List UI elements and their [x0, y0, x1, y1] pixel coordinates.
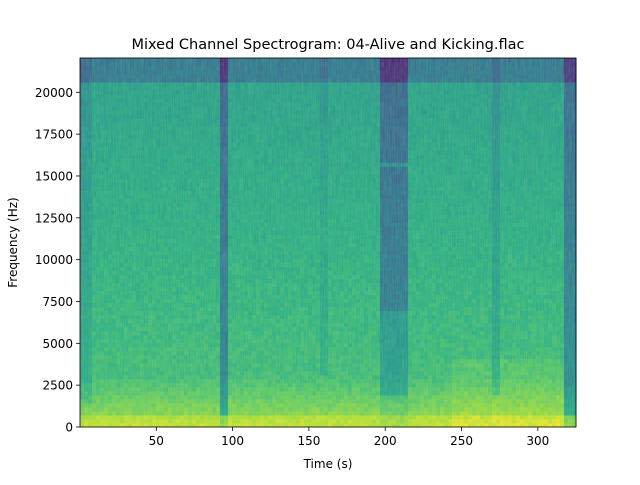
- chart-title: Mixed Channel Spectrogram: 04-Alive and …: [132, 37, 525, 53]
- plot-area: [80, 58, 577, 428]
